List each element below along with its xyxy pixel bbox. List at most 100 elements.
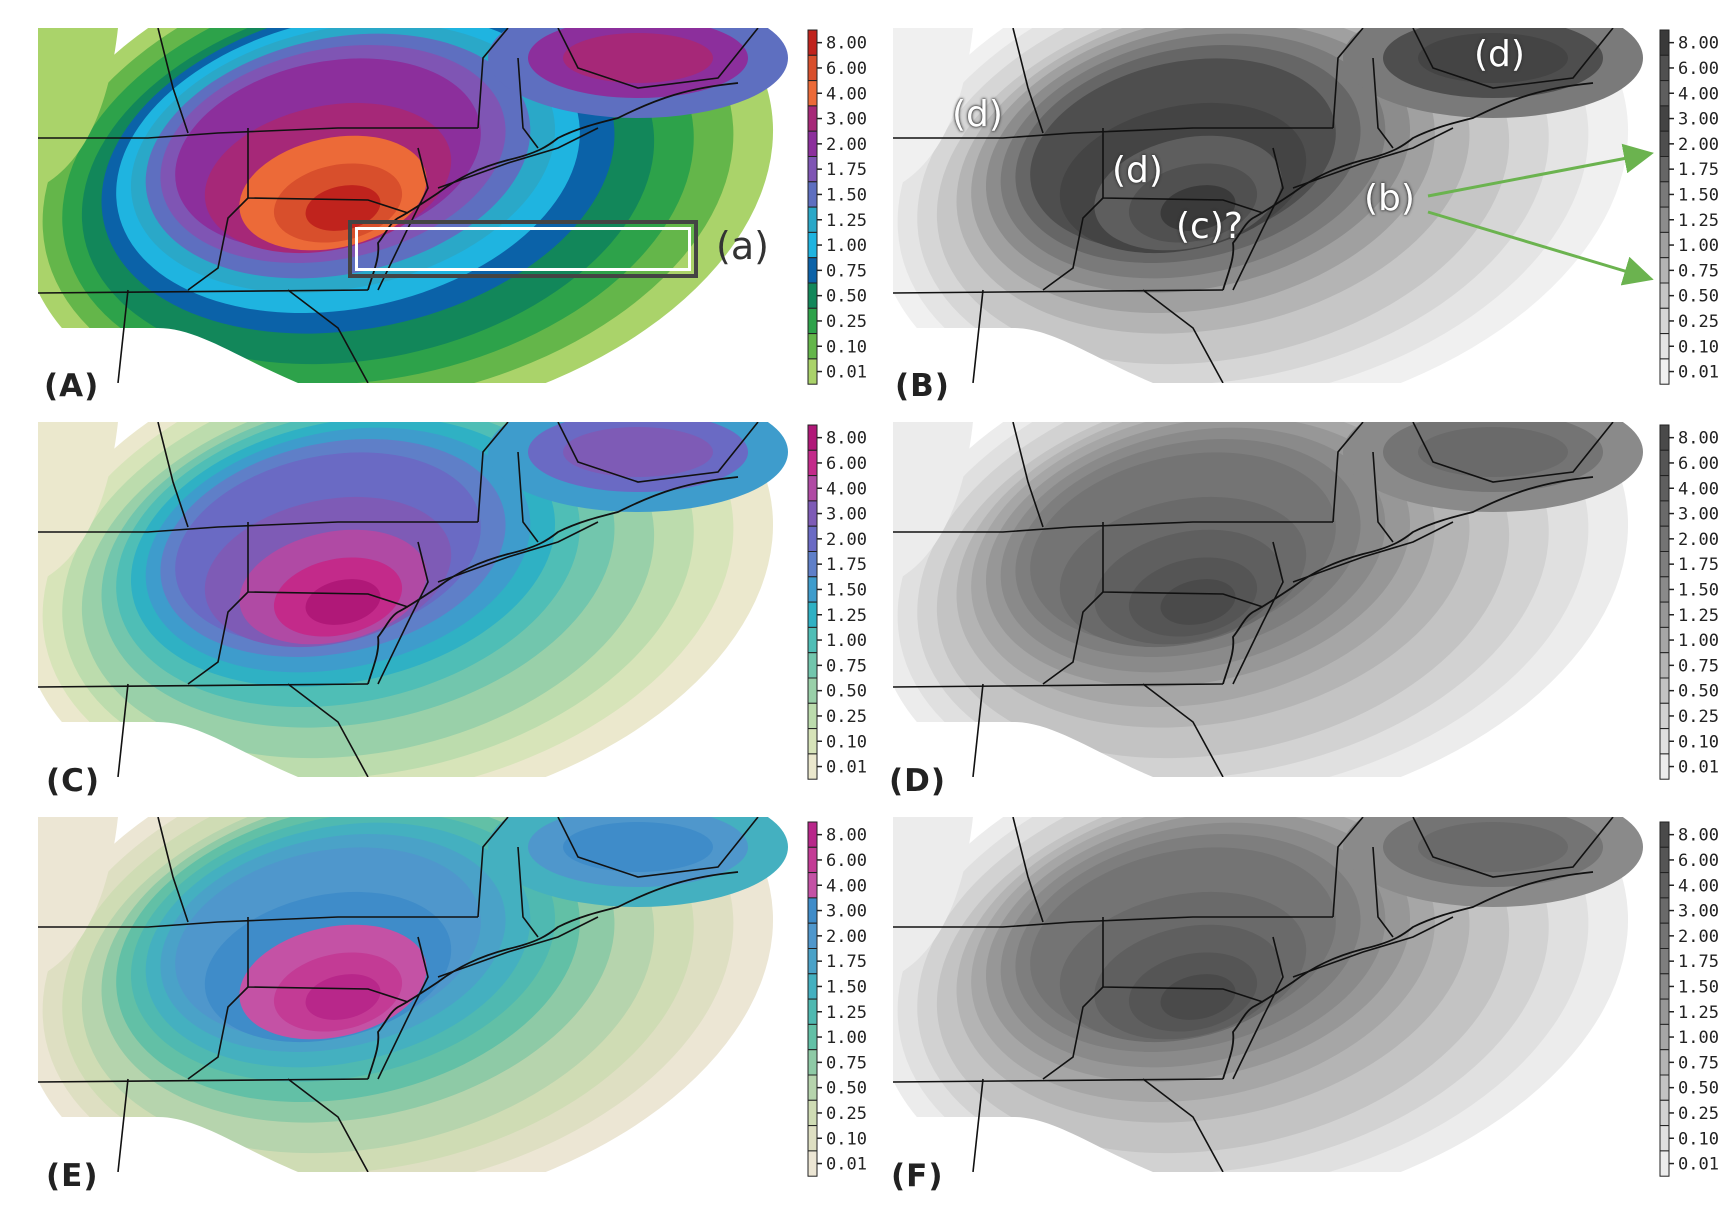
- scale-tick-label: 6.00: [826, 454, 867, 474]
- scale-swatch: [807, 948, 818, 975]
- coastline: [1222, 82, 1594, 291]
- color-scale-c: 8.00 6.00 4.00 3.00 2.00 1.75 1.50 1.25 1.00 0.75…: [807, 424, 876, 788]
- scale-swatch: [1659, 257, 1670, 284]
- scale-tick-label: 1.25: [826, 211, 867, 231]
- state-boundary: [1292, 521, 1454, 583]
- scale-swatch: [807, 677, 818, 704]
- state-boundary: [1142, 683, 1224, 777]
- state-boundary: [1142, 289, 1224, 383]
- panel-label-c: (C): [46, 763, 101, 799]
- scale-tick-label: 1.50: [826, 580, 867, 600]
- scale-tick-label: 2.00: [1678, 135, 1719, 155]
- state-boundary: [1332, 28, 1364, 129]
- scale-swatch: [1659, 652, 1670, 679]
- clear-region: [893, 28, 973, 188]
- scale-swatch: [807, 282, 818, 309]
- state-boundary: [117, 683, 129, 777]
- clear-region: [893, 817, 973, 977]
- state-boundary: [893, 916, 1333, 928]
- state-boundary: [557, 422, 759, 483]
- scale-tick-label: 0.50: [826, 682, 867, 702]
- scale-swatch: [807, 846, 818, 874]
- scale-swatch: [807, 525, 818, 552]
- scale-swatch: [807, 333, 818, 360]
- scale-tick-label: 1.75: [826, 160, 867, 180]
- scale-swatch: [1659, 181, 1670, 208]
- scale-tick-label: 6.00: [1678, 851, 1719, 871]
- panel-label-f: (F): [891, 1158, 944, 1194]
- state-boundary: [247, 522, 409, 608]
- contour-band: [305, 974, 381, 1020]
- scale-tick-label: 4.00: [1678, 84, 1719, 104]
- state-boundary: [1042, 986, 1104, 1080]
- scale-swatch: [1659, 1099, 1670, 1127]
- scale-tick-label: 1.50: [826, 185, 867, 205]
- scale-swatch: [807, 922, 818, 949]
- state-boundary: [157, 28, 189, 134]
- clear-region: [38, 817, 118, 977]
- coastline: [367, 476, 739, 685]
- scale-tick-label: 0.01: [826, 758, 867, 778]
- scale-swatch: [807, 424, 818, 451]
- scale-tick-label: 6.00: [826, 59, 867, 79]
- panel-label-e: (E): [46, 1158, 99, 1194]
- state-boundary: [38, 1078, 369, 1083]
- clear-region: [893, 422, 973, 582]
- state-boundary: [377, 147, 429, 291]
- contour-band: [1418, 822, 1568, 872]
- scale-tick-label: 1.25: [1678, 606, 1719, 626]
- state-boundary: [1012, 422, 1044, 528]
- scale-tick-label: 8.00: [1678, 826, 1719, 846]
- scale-tick-label: 1.25: [1678, 1003, 1719, 1023]
- state-boundary: [1232, 936, 1284, 1080]
- map-c: [38, 422, 800, 777]
- scale-tick-label: 6.00: [1678, 454, 1719, 474]
- scale-swatch: [807, 1150, 818, 1177]
- scale-swatch: [1659, 821, 1670, 848]
- scale-tick-label: 0.25: [826, 707, 867, 727]
- scale-swatch: [1659, 626, 1670, 654]
- color-scale-b: 8.00 6.00 4.00 3.00 2.00 1.75 1.50 1.25 1.00 0.75…: [1659, 29, 1728, 393]
- state-boundary: [972, 289, 984, 383]
- scale-tick-label: 0.50: [826, 287, 867, 307]
- annotation-d2: (d): [1112, 150, 1163, 191]
- state-boundary: [1232, 147, 1284, 291]
- scale-swatch: [807, 821, 818, 848]
- scale-swatch: [807, 231, 818, 259]
- map-b: [893, 28, 1655, 383]
- scale-swatch: [807, 1099, 818, 1127]
- state-boundary: [517, 846, 539, 938]
- state-boundary: [1412, 28, 1614, 89]
- scale-swatch: [1659, 1125, 1670, 1152]
- scale-tick-label: 0.75: [1678, 1053, 1719, 1073]
- scale-tick-label: 0.01: [1678, 363, 1719, 383]
- scale-tick-label: 4.00: [826, 479, 867, 499]
- scale-tick-label: 0.10: [826, 1129, 867, 1149]
- scale-swatch: [807, 626, 818, 654]
- scale-swatch: [807, 601, 818, 628]
- scale-swatch: [807, 973, 818, 1000]
- scale-tick-label: 3.00: [1678, 902, 1719, 922]
- state-boundary: [377, 541, 429, 685]
- scale-tick-label: 1.00: [1678, 631, 1719, 651]
- clear-region: [38, 722, 298, 777]
- coastline: [367, 82, 739, 291]
- map-d: [893, 422, 1655, 777]
- scale-swatch: [1659, 728, 1670, 755]
- state-boundary: [377, 936, 429, 1080]
- scale-tick-label: 0.25: [826, 312, 867, 332]
- scale-tick-label: 0.50: [1678, 682, 1719, 702]
- scale-tick-label: 1.75: [1678, 160, 1719, 180]
- scale-swatch: [1659, 1074, 1670, 1101]
- scale-tick-label: 0.75: [1678, 656, 1719, 676]
- state-boundary: [187, 197, 249, 291]
- state-boundary: [477, 28, 509, 129]
- scale-tick-label: 1.00: [1678, 1028, 1719, 1048]
- scale-tick-label: 2.00: [826, 530, 867, 550]
- state-boundary: [477, 817, 509, 918]
- scale-tick-label: 4.00: [1678, 876, 1719, 896]
- scale-swatch: [1659, 846, 1670, 874]
- state-boundary: [557, 28, 759, 89]
- scale-tick-label: 1.25: [826, 1003, 867, 1023]
- state-boundary: [247, 917, 409, 1003]
